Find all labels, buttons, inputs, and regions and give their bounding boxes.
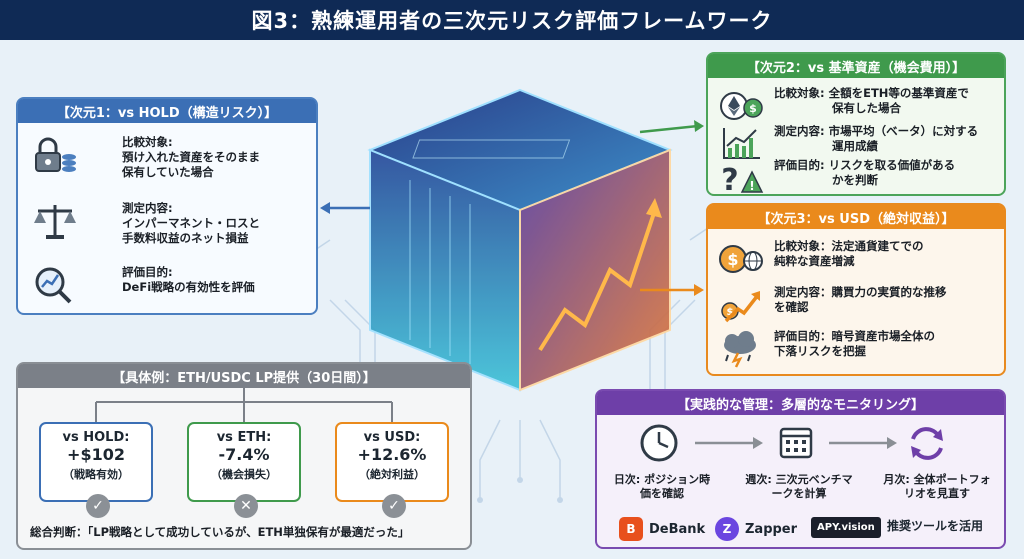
dimension-3-purpose-text: 評価目的：暗号資産市場全体の 下落リスクを把握 [774, 329, 935, 358]
svg-text:$: $ [727, 250, 738, 269]
svg-text:!: ! [749, 179, 754, 193]
dimension-2-purpose-text: 評価目的: リスクを取る価値がある かを判断 [774, 158, 956, 187]
dimension-1-panel: 【次元1：vs HOLD（構造リスク）】 比較対象: 預け入れた資産をそのまま 保有… [16, 97, 318, 315]
monitoring-panel: 【実践的な管理：多層的なモニタリング】 日次: ポジション時 価を確認 週次: 三… [595, 389, 1006, 549]
dimension-2-compare-row: $ 比較対象: 全額をETH等の基準資産で 保有した場合 [718, 86, 969, 126]
dimension-1-compare-text: 比較対象: 預け入れた資産をそのまま 保有していた場合 [122, 135, 260, 179]
dimension-2-compare-text: 比較対象: 全額をETH等の基準資産で 保有した場合 [774, 86, 969, 115]
dimension-1-purpose-row: 評価目的: DeFi戦略の有効性を評価 [32, 265, 255, 305]
scales-icon [34, 205, 76, 239]
example-tree-lines [95, 388, 393, 422]
example-card-hold: vs HOLD: +$102 （戦略有効） ✓ [39, 422, 153, 518]
example-summary: 総合判断：「LP戦略として成功しているが、ETH単独保有が最適だった」 [30, 525, 410, 539]
storm-cloud-icon [724, 331, 756, 368]
monitoring-monthly-text: 月次: 全体ポートフォ リオを見直す [883, 473, 991, 500]
tool-debank-label: DeBank [649, 521, 706, 537]
dimension-1-compare-row: 比較対象: 預け入れた資産をそのまま 保有していた場合 [32, 135, 260, 180]
monitoring-weekly-text: 週次: 三次元ベンチマ ークを計算 [745, 473, 853, 500]
dimension-3-compare-row: $ 比較対象：法定通貨建てでの 純粋な資産増減 [718, 239, 924, 279]
dimension-3-measure-row: $ 測定内容：購買力の実質的な推移 を確認 [718, 285, 947, 325]
tool-debank[interactable]: B DeBank [619, 517, 705, 541]
monitoring-daily-text: 日次: ポジション時 価を確認 [613, 473, 711, 500]
data-cube-illustration [367, 88, 673, 392]
market-chart-icon [723, 128, 760, 159]
example-card-usd: vs USD: +12.6% （絶対利益） ✓ [335, 422, 449, 518]
dimension-1-measure-row: 測定内容: インパーマネント・ロスと 手数料収益のネット損益 [32, 201, 260, 246]
cross-icon: ✕ [234, 494, 258, 518]
magnifier-chart-icon [35, 267, 72, 304]
eth-dollar-coins-icon: $ [720, 92, 763, 120]
dimension-1-header: 【次元1：vs HOLD（構造リスク）】 [18, 99, 316, 123]
check-icon: ✓ [86, 494, 110, 518]
trend-up-icon: $ [721, 291, 760, 323]
dimension-2-measure-row: 測定内容: 市場平均（ベータ）に対する 運用成績 [718, 124, 978, 164]
question-warning-icon: ? ! [721, 163, 764, 198]
tool-apy-vision[interactable]: APY.vision [811, 517, 881, 538]
tools-note: 推奨ツールを活用 [887, 519, 984, 533]
check-icon: ✓ [382, 494, 406, 518]
dimension-3-panel: 【次元3：vs USD（絶対収益）】 $ 比較対象：法定通貨建てでの 純粋な資産増… [706, 203, 1006, 376]
page-title: 図3：熟練運用者の三次元リスク評価フレームワーク [0, 0, 1024, 40]
svg-text:$: $ [749, 102, 757, 115]
tool-zapper[interactable]: Z Zapper [715, 517, 797, 541]
dimension-2-measure-text: 測定内容: 市場平均（ベータ）に対する 運用成績 [774, 124, 979, 153]
dimension-2-panel: 【次元2：vs 基準資産（機会費用）】 $ 比較対象: 全額をETH等の基準資産… [706, 52, 1006, 198]
calendar-icon [779, 427, 813, 459]
dimension-3-measure-text: 測定内容：購買力の実質的な推移 を確認 [774, 285, 947, 314]
dimension-1-measure-text: 測定内容: インパーマネント・ロスと 手数料収益のネット損益 [122, 201, 260, 245]
example-header: 【具体例：ETH/USDC LP提供（30日間）】 [18, 364, 470, 388]
dimension-3-compare-text: 比較対象：法定通貨建てでの 純粋な資産増減 [774, 239, 924, 268]
dimension-2-purpose-row: ? ! 評価目的: リスクを取る価値がある かを判断 [718, 158, 955, 198]
svg-text:$: $ [727, 307, 734, 318]
zapper-logo-icon: Z [715, 517, 739, 541]
svg-text:?: ? [721, 163, 738, 198]
tool-apy-vision-label: APY.vision [811, 517, 881, 538]
clock-icon [640, 424, 678, 462]
dimension-3-purpose-row: 評価目的：暗号資産市場全体の 下落リスクを把握 [718, 329, 935, 369]
dimension-3-header: 【次元3：vs USD（絶対収益）】 [708, 205, 1004, 229]
lock-icon [35, 137, 76, 172]
dimension-2-header: 【次元2：vs 基準資産（機会費用）】 [708, 54, 1004, 78]
dollar-globe-icon: $ [719, 245, 763, 273]
example-card-eth: vs ETH: -7.4% （機会損失） ✕ [187, 422, 301, 518]
refresh-icon [911, 427, 943, 460]
monitoring-flow [640, 424, 943, 462]
monitoring-header: 【実践的な管理：多層的なモニタリング】 [597, 391, 1004, 415]
dimension-1-purpose-text: 評価目的: DeFi戦略の有効性を評価 [122, 265, 255, 294]
tool-zapper-label: Zapper [745, 521, 798, 537]
example-panel: 【具体例：ETH/USDC LP提供（30日間）】 vs HOLD: +$102… [16, 362, 472, 550]
debank-logo-icon: B [619, 517, 643, 541]
